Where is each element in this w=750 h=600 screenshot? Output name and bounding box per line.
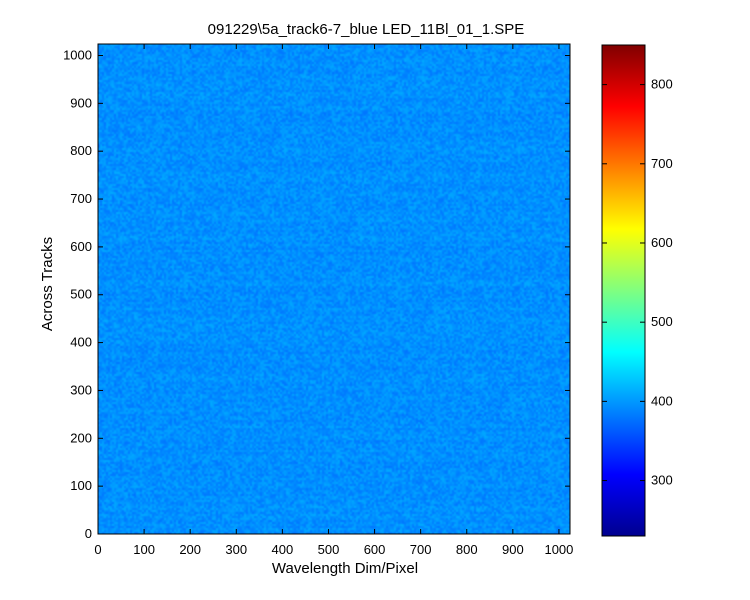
y-tick-label: 900 <box>70 95 92 110</box>
y-tick-label: 600 <box>70 239 92 254</box>
colorbar-tick-label: 500 <box>651 314 673 329</box>
colorbar-tick-label: 800 <box>651 77 673 92</box>
x-tick-label: 500 <box>318 542 340 557</box>
x-tick-label: 100 <box>133 542 155 557</box>
x-tick-label: 1000 <box>544 542 573 557</box>
x-tick-label: 200 <box>179 542 201 557</box>
chart-title: 091229\5a_track6-7_blue LED_11Bl_01_1.SP… <box>208 21 525 38</box>
y-tick-label: 100 <box>70 478 92 493</box>
x-axis: 0 100 200 300 400 500 600 700 800 900 1000 <box>94 44 573 557</box>
colorbar-ticks: 300 400 500 600 700 800 <box>602 77 673 488</box>
y-tick-label: 500 <box>70 287 92 302</box>
y-tick-label: 0 <box>85 526 92 541</box>
y-tick-label: 1000 <box>63 47 92 62</box>
y-tick-label: 400 <box>70 335 92 350</box>
x-tick-label: 0 <box>94 542 101 557</box>
colorbar: 300 400 500 600 700 800 <box>601 44 673 537</box>
y-tick-label: 200 <box>70 430 92 445</box>
colorbar-tick-label: 400 <box>651 393 673 408</box>
colorbar-gradient <box>601 44 646 537</box>
x-axis-label: Wavelength Dim/Pixel <box>272 560 418 577</box>
x-tick-label: 800 <box>456 542 478 557</box>
x-tick-label: 400 <box>272 542 294 557</box>
colorbar-tick-label: 600 <box>651 235 673 250</box>
colorbar-tick-label: 300 <box>651 473 673 488</box>
x-tick-label: 900 <box>502 542 524 557</box>
plot-frame <box>97 43 571 535</box>
x-tick-label: 600 <box>364 542 386 557</box>
x-tick-label: 700 <box>410 542 432 557</box>
x-tick-label: 300 <box>225 542 247 557</box>
y-tick-label: 300 <box>70 382 92 397</box>
colorbar-tick-label: 700 <box>651 156 673 171</box>
y-tick-label: 800 <box>70 143 92 158</box>
y-axis: 0 100 200 300 400 500 600 700 800 900 1000 <box>63 47 570 541</box>
y-tick-label: 700 <box>70 191 92 206</box>
y-axis-label: Across Tracks <box>39 237 56 331</box>
heatmap-image <box>98 44 570 534</box>
